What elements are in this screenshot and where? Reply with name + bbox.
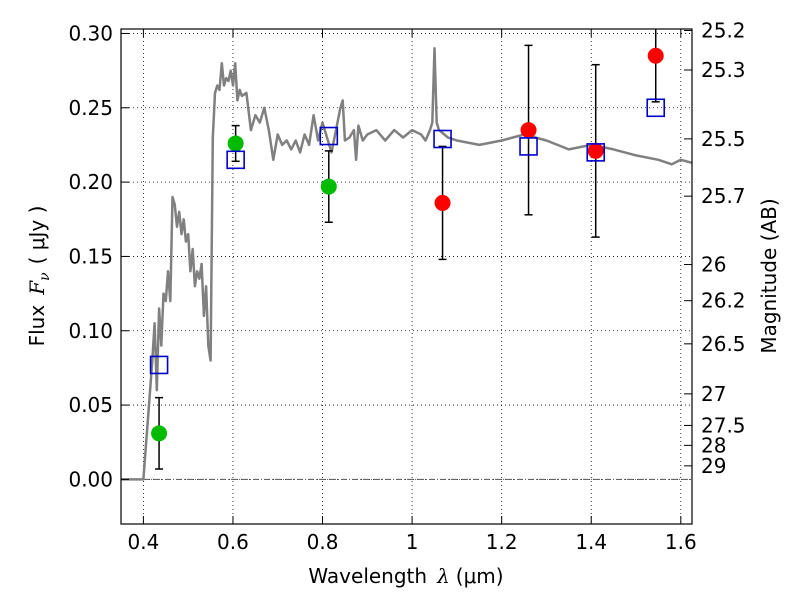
magnitude-tick-label: 29: [701, 454, 726, 478]
model-flux-square: [586, 143, 606, 162]
x-tick-label: 0.4: [127, 530, 159, 554]
x-axis-label-text: Wavelength: [308, 564, 427, 588]
x-tick-label: 1: [406, 530, 419, 554]
magnitude-tick-label: 27: [701, 382, 726, 406]
y-axis-symbol: F: [25, 280, 49, 296]
y-tick-label: 0.25: [68, 96, 113, 120]
magnitude-tick-label: 27.5: [701, 413, 746, 437]
model-flux-square: [319, 126, 339, 146]
plot-frame: [120, 28, 693, 525]
x-axis-label: Wavelength λ (μm): [308, 564, 503, 588]
magnitude-axis-label: Magnitude (AB): [757, 198, 781, 353]
x-axis-unit: (μm): [456, 564, 504, 588]
magnitude-tick-label: 26: [701, 253, 726, 277]
x-tick-labels: 0.4 0.6 0.8 1 1.2 1.4 1.6: [127, 530, 696, 554]
magnitude-tick-label: 28: [701, 433, 726, 457]
axis-ticks: [121, 29, 692, 524]
y-axis-label: Flux Fν ( μJy ): [25, 206, 53, 347]
magnitude-tick-label: 25.5: [701, 127, 746, 151]
red-data-point: [647, 47, 664, 64]
y-tick-label: 0.10: [68, 319, 113, 343]
error-bars: [155, 29, 660, 470]
y-tick-label: 0.05: [68, 393, 113, 417]
y-axis-unit: ( μJy ): [25, 206, 49, 265]
red-data-point: [587, 142, 604, 159]
x-tick-label: 0.8: [307, 530, 339, 554]
magnitude-tick-label: 26.2: [701, 289, 746, 313]
model-flux-square: [646, 98, 666, 118]
x-tick-label: 1.6: [665, 530, 697, 554]
y-tick-label: 0.00: [68, 467, 113, 491]
model-flux-square: [226, 150, 245, 170]
red-data-point: [434, 194, 451, 211]
green-data-point: [151, 425, 168, 442]
y-axis-subscript: ν: [37, 272, 53, 281]
red-data-point: [520, 122, 537, 139]
y-tick-label: 0.30: [68, 21, 113, 45]
magnitude-tick-label: 25.3: [701, 58, 746, 82]
model-flux-square: [519, 137, 538, 156]
magnitude-tick-label: 25.2: [701, 18, 746, 42]
green-data-point: [320, 178, 337, 195]
data-points: [149, 47, 666, 442]
y-tick-label: 0.15: [68, 244, 113, 268]
x-tick-label: 1.2: [486, 530, 518, 554]
model-spectrum: [121, 47, 693, 481]
grid-lines: [121, 29, 692, 524]
x-axis-symbol: λ: [436, 564, 450, 588]
x-tick-label: 1.4: [575, 530, 607, 554]
y-axis-label-text: Flux: [25, 305, 49, 347]
model-flux-square: [433, 129, 452, 149]
model-spectrum-line: [121, 47, 693, 481]
green-data-point: [227, 135, 244, 152]
model-flux-square: [149, 355, 169, 375]
y-tick-labels: 0.00 0.05 0.10 0.15 0.20 0.25 0.30: [68, 21, 113, 491]
x-tick-label: 0.6: [217, 530, 249, 554]
y-tick-label: 0.20: [68, 170, 113, 194]
magnitude-tick-label: 26.5: [701, 332, 746, 356]
magnitude-tick-label: 25.7: [701, 184, 746, 208]
